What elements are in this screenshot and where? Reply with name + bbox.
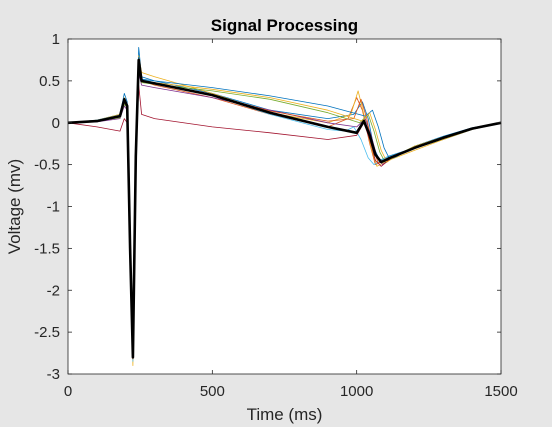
y-tick-label: -0.5 bbox=[34, 157, 60, 174]
x-tick-label: 0 bbox=[64, 383, 72, 400]
y-tick-label: -3 bbox=[47, 366, 60, 383]
y-tick-label: 0 bbox=[52, 115, 60, 132]
y-tick-label: 1 bbox=[52, 31, 60, 48]
y-tick-label: 0.5 bbox=[39, 73, 60, 90]
series-line-average bbox=[67, 58, 502, 359]
y-tick-label: -1 bbox=[47, 199, 60, 216]
plot-area bbox=[68, 39, 501, 374]
series-line-1 bbox=[67, 47, 502, 358]
tick-layer: 0 500 1000 1500 1 0.5 0 -0.5 -1 -1.5 -2 -2.5 -3 bbox=[34, 31, 518, 400]
series-layer bbox=[67, 47, 502, 367]
y-tick-label: -2.5 bbox=[34, 324, 60, 341]
x-tick-label: 1500 bbox=[484, 383, 517, 400]
x-tick-label: 1000 bbox=[340, 383, 373, 400]
chart-title: Signal Processing bbox=[211, 16, 358, 35]
y-axis-label: Voltage (mv) bbox=[5, 159, 24, 254]
y-tick-label: -2 bbox=[47, 282, 60, 299]
x-axis-label: Time (ms) bbox=[247, 405, 323, 424]
x-tick-label: 500 bbox=[200, 383, 225, 400]
y-tick-label: -1.5 bbox=[34, 240, 60, 257]
